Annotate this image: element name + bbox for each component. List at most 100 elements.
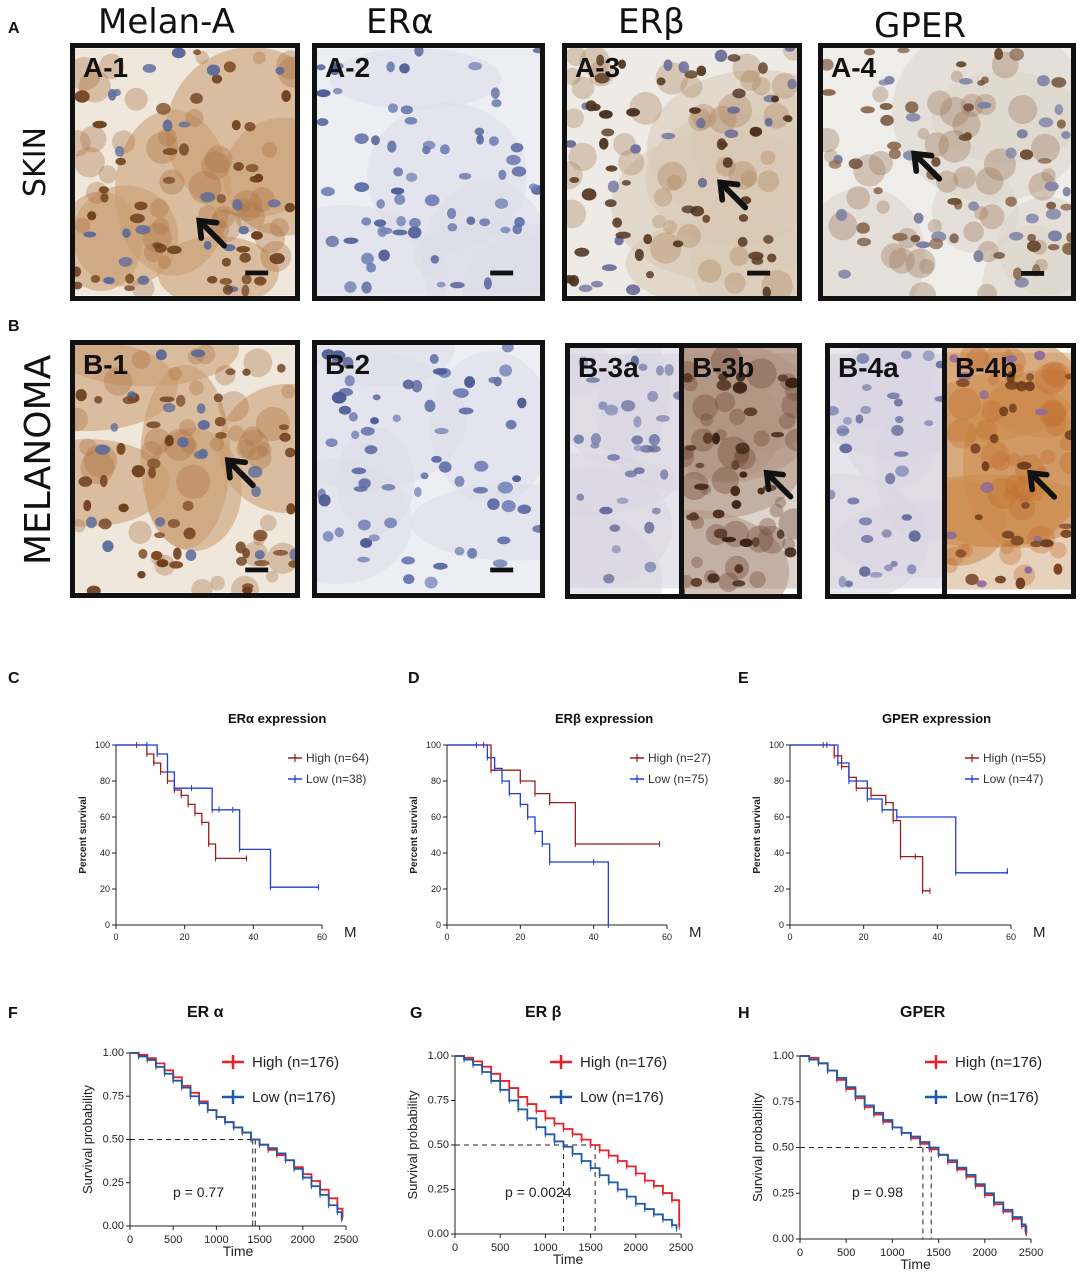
- legend-entry: Low (n=47): [965, 772, 1043, 786]
- series-line: [116, 744, 319, 888]
- tissue-image: [317, 48, 540, 296]
- legend-label: Low (n=47): [983, 772, 1043, 786]
- y-tick-label: 20: [431, 884, 441, 894]
- tissue-image: [570, 348, 680, 594]
- chart-title: ER β: [525, 1004, 562, 1021]
- x-tick-label: 60: [662, 932, 672, 942]
- micrograph-b-4a: B-4a: [825, 343, 947, 599]
- chart-g: G ER β 0.00 0.25 0.50 0.75 1.00 0 500 1000 1500 200…: [362, 1000, 724, 1285]
- series-line: [116, 744, 247, 860]
- y-tick-label: 100: [426, 740, 441, 750]
- x-tick-label: 1000: [533, 1242, 557, 1254]
- legend-entry: Low (n=38): [288, 772, 366, 786]
- y-axis-label: Percent survival: [752, 796, 763, 873]
- tissue-image: [823, 48, 1071, 296]
- micrograph-b-3a: B-3a: [565, 343, 685, 599]
- legend-entry: High (n=176): [925, 1054, 1042, 1071]
- y-axis-label: Survival probability: [750, 1092, 765, 1202]
- panel-label: H: [738, 1005, 750, 1022]
- legend-entry: High (n=176): [222, 1054, 339, 1071]
- x-axis-label: Time: [553, 1251, 584, 1267]
- x-tick-label: 20: [515, 932, 525, 942]
- micrograph-a-1: A-1: [70, 43, 300, 301]
- panel-label: F: [8, 1005, 18, 1022]
- series-line: [790, 744, 930, 892]
- y-tick-label: 80: [774, 776, 784, 786]
- panel-label: C: [8, 670, 20, 687]
- series-line: [447, 744, 609, 925]
- legend-entry: Low (n=176): [925, 1089, 1039, 1106]
- x-tick-label: 1000: [880, 1247, 904, 1259]
- panel-label: D: [408, 670, 420, 687]
- chart-d: D ERβ expression 0 20 40 60 80 100 0 20 40 60 Percen…: [362, 665, 724, 955]
- x-tick-label: 1000: [204, 1234, 228, 1246]
- y-tick-label: 0.75: [103, 1090, 124, 1102]
- x-tick-label: 2500: [334, 1234, 358, 1246]
- p-value: p = 0.77: [173, 1184, 224, 1200]
- panel-tag: B-4a: [838, 352, 899, 383]
- panel-tag: A-2: [325, 52, 371, 83]
- y-tick-label: 0.50: [103, 1134, 124, 1146]
- tissue-image: [947, 348, 1071, 590]
- legend-entry: High (n=176): [550, 1054, 667, 1071]
- y-tick-label: 60: [431, 812, 441, 822]
- panel-label: E: [738, 670, 749, 687]
- y-tick-label: 40: [100, 848, 110, 858]
- legend-entry: High (n=27): [630, 751, 711, 765]
- y-tick-label: 0.00: [773, 1233, 794, 1245]
- x-tick-label: 2500: [669, 1242, 693, 1254]
- arrow-icon: [763, 469, 794, 500]
- scale-bar: [490, 567, 514, 573]
- column-header-er-alpha: ERα: [366, 2, 434, 42]
- legend-entry: High (n=55): [965, 751, 1046, 765]
- y-axis-label: Survival probability: [405, 1090, 420, 1200]
- series-line: [455, 1055, 681, 1227]
- x-axis-label: M: [689, 924, 702, 941]
- arrow-icon: [1027, 469, 1058, 500]
- legend-label: Low (n=176): [252, 1089, 336, 1106]
- row-label-melanoma: MELANOMA: [18, 354, 59, 565]
- panel-tag: A-4: [831, 52, 877, 83]
- legend-label: High (n=27): [648, 751, 711, 765]
- y-tick-label: 0.25: [773, 1187, 794, 1199]
- x-axis-label: M: [344, 924, 357, 941]
- arrow-icon: [196, 217, 228, 249]
- section-label-b: B: [8, 318, 20, 335]
- y-tick-label: 0.25: [103, 1177, 124, 1189]
- series-line: [790, 744, 1008, 874]
- chart-c: C ERα expression 0 20 40 60 80 100 0 20 40 60 Percen…: [0, 665, 369, 955]
- chart-title: ERα expression: [228, 711, 326, 726]
- chart-f: F ER α 0.00 0.25 0.50 0.75 1.00 0 500 1000 1500 200…: [0, 1000, 362, 1285]
- tissue-image: [75, 48, 295, 296]
- x-tick-label: 500: [491, 1242, 509, 1254]
- x-tick-label: 40: [589, 932, 599, 942]
- x-axis-label: M: [1033, 924, 1046, 941]
- x-axis-label: Time: [900, 1256, 931, 1272]
- y-axis-label: Percent survival: [78, 796, 89, 873]
- legend-entry: High (n=64): [288, 751, 369, 765]
- scale-bar: [490, 270, 514, 276]
- series-line: [130, 1052, 344, 1218]
- series-line: [800, 1055, 1028, 1234]
- x-tick-label: 0: [113, 932, 118, 942]
- column-header-gper: GPER: [874, 6, 966, 46]
- p-value: p = 0.0024: [505, 1184, 572, 1200]
- series-line: [455, 1055, 678, 1229]
- scale-bar: [245, 270, 269, 276]
- x-tick-label: 20: [180, 932, 190, 942]
- chart-title: GPER expression: [882, 711, 991, 726]
- micrograph-a-3: A-3: [562, 43, 802, 301]
- legend-label: Low (n=176): [955, 1089, 1039, 1106]
- chart-title: GPER: [900, 1004, 946, 1021]
- y-tick-label: 40: [431, 848, 441, 858]
- micrograph-a-4: A-4: [818, 43, 1076, 301]
- arrow-icon: [224, 457, 256, 489]
- legend-label: Low (n=176): [580, 1089, 664, 1106]
- y-axis-label: Survival probability: [80, 1084, 95, 1194]
- y-tick-label: 0.75: [773, 1096, 794, 1108]
- y-tick-label: 20: [774, 884, 784, 894]
- micrograph-a-2: A-2: [312, 43, 545, 301]
- y-tick-label: 100: [95, 740, 110, 750]
- tissue-image: [684, 348, 797, 594]
- y-tick-label: 100: [769, 740, 784, 750]
